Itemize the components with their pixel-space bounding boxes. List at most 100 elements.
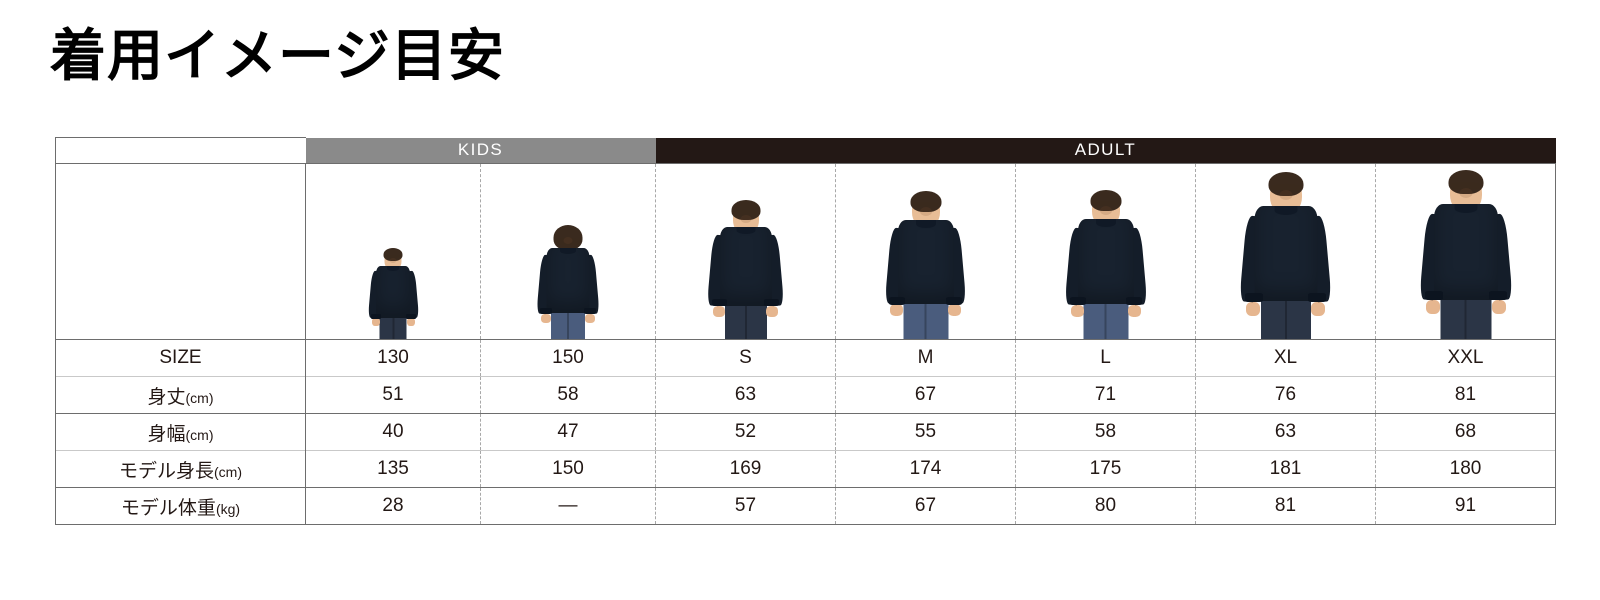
model-cell-130: [305, 163, 481, 340]
model-garment: [897, 220, 954, 304]
model-cuff-left: [1245, 293, 1263, 302]
model-figure-m: [879, 189, 972, 339]
model-hand-right: [1491, 300, 1506, 314]
model-cuff-right: [1488, 291, 1507, 300]
model-face-shadow: [1279, 190, 1292, 200]
model-figure-130: [365, 247, 422, 339]
cell-body-length-150: 58: [480, 376, 656, 414]
model-hair: [1268, 172, 1303, 196]
cell-body-length-m: 67: [835, 376, 1016, 414]
group-header-kids: KIDS: [305, 137, 656, 164]
model-collar: [560, 248, 576, 254]
model-collar: [915, 220, 936, 228]
cell-model-height-150: 150: [480, 450, 656, 488]
model-hand-left: [713, 306, 725, 317]
model-face-shadow: [1099, 206, 1112, 215]
model-hair: [383, 248, 403, 261]
row-label-size: SIZE: [55, 339, 306, 377]
model-cuff-right: [764, 299, 779, 306]
row-label-body-length: 身丈(cm): [55, 376, 306, 414]
cell-model-weight-130: 28: [305, 487, 481, 525]
cell-size-xl: XL: [1195, 339, 1376, 377]
cell-size-xxl: XXL: [1375, 339, 1556, 377]
cell-body-length-xxl: 81: [1375, 376, 1556, 414]
model-legs: [1083, 301, 1128, 339]
cell-body-width-xl: 63: [1195, 413, 1376, 451]
model-face-shadow: [1459, 188, 1472, 198]
model-cuff-right: [584, 308, 596, 314]
model-face-shadow: [919, 207, 932, 216]
cell-model-weight-m: 67: [835, 487, 1016, 525]
model-cell-l: [1015, 163, 1196, 340]
row-label-text: モデル体重: [120, 497, 216, 519]
model-cell-s: [655, 163, 836, 340]
model-hand-left: [541, 314, 551, 323]
cell-body-width-150: 47: [480, 413, 656, 451]
model-cuff-right: [1125, 297, 1142, 305]
model-hand-right: [585, 314, 595, 323]
cell-model-weight-l: 80: [1015, 487, 1196, 525]
group-header-row: KIDS ADULT: [55, 137, 1556, 164]
cell-body-length-130: 51: [305, 376, 481, 414]
cell-body-width-m: 55: [835, 413, 1016, 451]
cell-body-length-xl: 76: [1195, 376, 1376, 414]
model-hand-left: [1246, 302, 1260, 316]
group-header-adult: ADULT: [655, 137, 1556, 164]
model-figure-l: [1059, 188, 1153, 339]
cell-body-length-s: 63: [655, 376, 836, 414]
model-cuff-right: [946, 297, 962, 305]
model-hair: [553, 225, 583, 250]
cell-size-s: S: [655, 339, 836, 377]
model-cuff-left: [712, 299, 727, 306]
cell-size-l: L: [1015, 339, 1196, 377]
cell-model-height-s: 169: [655, 450, 836, 488]
model-face-shadow: [740, 215, 751, 223]
model-garment: [546, 248, 590, 313]
model-cuff-left: [889, 297, 905, 305]
model-legs: [1260, 297, 1311, 339]
cell-body-width-s: 52: [655, 413, 836, 451]
model-garment: [1254, 206, 1317, 301]
model-hair: [910, 191, 941, 212]
model-garment: [1077, 219, 1134, 304]
model-hair: [731, 200, 760, 220]
model-figure-150: [532, 223, 604, 339]
model-cell-xl: [1195, 163, 1376, 340]
cell-model-weight-s: 57: [655, 487, 836, 525]
model-cell-xxl: [1375, 163, 1556, 340]
model-cuff-left: [1424, 291, 1443, 300]
cell-body-width-130: 40: [305, 413, 481, 451]
cell-size-130: 130: [305, 339, 481, 377]
model-cuff-left: [1069, 297, 1086, 305]
size-table: KIDS ADULT SIZE 130 150 S M L XL XXL 身丈(…: [55, 137, 1556, 525]
model-hand-left: [1425, 300, 1440, 314]
model-figure-xl: [1233, 170, 1338, 339]
row-label-model-height: モデル身長(cm): [55, 450, 306, 488]
model-garment: [719, 227, 772, 306]
model-legs: [379, 316, 407, 339]
cell-model-height-l: 175: [1015, 450, 1196, 488]
model-hand-left: [371, 318, 380, 326]
model-collar: [1274, 206, 1297, 215]
cell-model-weight-xl: 81: [1195, 487, 1376, 525]
model-face-shadow: [389, 258, 397, 263]
table-row: SIZE 130 150 S M L XL XXL: [55, 339, 1556, 377]
model-legs: [724, 303, 767, 339]
row-label-unit: (cm): [185, 426, 214, 443]
cell-model-height-m: 174: [835, 450, 1016, 488]
model-cuff-right: [1308, 293, 1326, 302]
model-cell-m: [835, 163, 1016, 340]
model-hand-right: [948, 304, 961, 316]
model-collar: [387, 266, 399, 271]
table-row: 身幅(cm) 40 47 52 55 58 63 68: [55, 413, 1556, 451]
row-label-unit: (kg): [215, 500, 241, 517]
model-hair: [1448, 170, 1483, 194]
model-legs: [551, 310, 585, 339]
cell-body-length-l: 71: [1015, 376, 1196, 414]
cell-size-m: M: [835, 339, 1016, 377]
model-collar: [1454, 204, 1477, 213]
group-header-spacer: [55, 137, 306, 164]
cell-model-height-xxl: 180: [1375, 450, 1556, 488]
model-hand-right: [406, 318, 415, 326]
